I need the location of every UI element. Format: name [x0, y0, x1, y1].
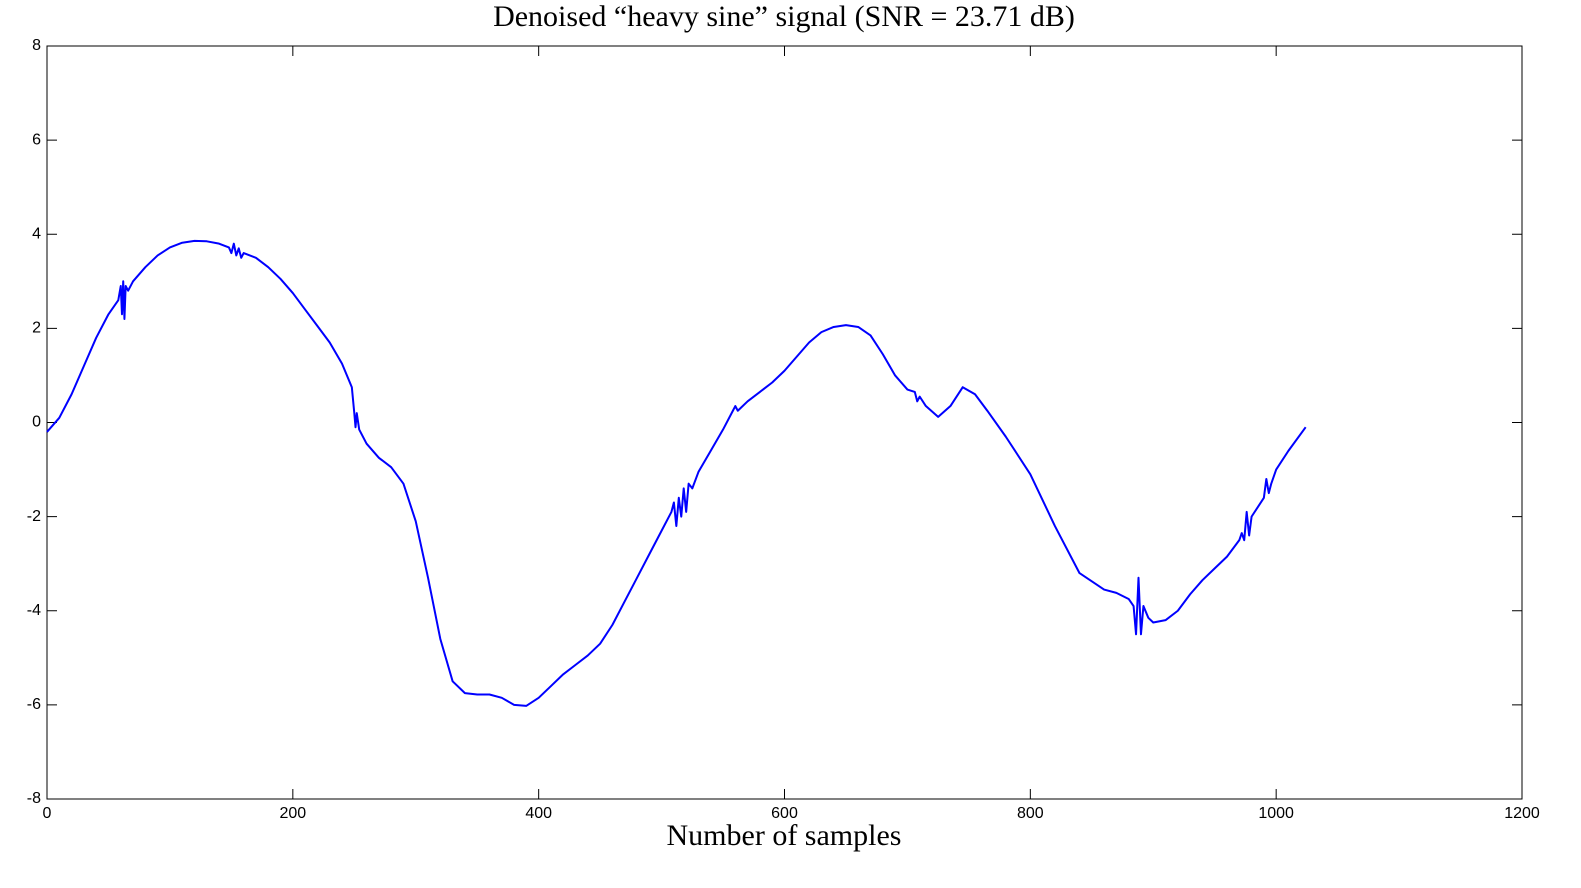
- y-tick-label: 2: [32, 320, 41, 337]
- y-tick-label: -6: [27, 696, 41, 713]
- plot-frame: [46, 45, 1523, 800]
- chart-title: Denoised “heavy sine” signal (SNR = 23.7…: [493, 0, 1075, 33]
- y-tick-label: -2: [27, 508, 41, 525]
- y-tick-label: -4: [27, 602, 41, 619]
- y-tick-label: 0: [32, 414, 41, 431]
- x-tick-label: 200: [279, 805, 306, 822]
- y-tick-label: 6: [32, 131, 41, 148]
- x-axis-label: Number of samples: [667, 819, 902, 852]
- x-tick-label: 800: [1017, 805, 1044, 822]
- signal-line: [46, 239, 1307, 707]
- x-tick-label: 400: [525, 805, 552, 822]
- y-tick-label: -8: [27, 790, 41, 807]
- x-tick-label: 600: [771, 805, 798, 822]
- x-tick-label: 1200: [1504, 805, 1540, 822]
- y-tick-label: 8: [32, 37, 41, 54]
- y-tick-label: 4: [32, 225, 41, 242]
- x-tick-label: 0: [43, 805, 52, 822]
- x-tick-label: 1000: [1258, 805, 1294, 822]
